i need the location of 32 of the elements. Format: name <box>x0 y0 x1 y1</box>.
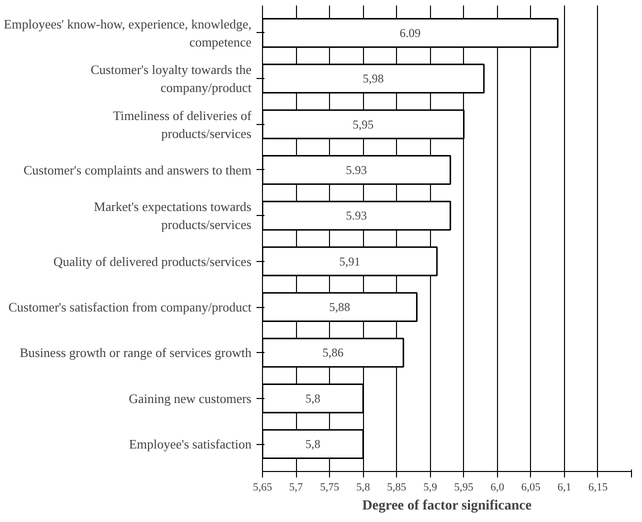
x-tick-label: 5,8 <box>356 482 371 494</box>
y-tick-label: Business growth or range of services growth <box>20 345 252 360</box>
data-label: 5,86 <box>322 346 344 360</box>
x-tick-label: 5,95 <box>454 482 474 494</box>
x-tick-label: 5,65 <box>252 482 273 494</box>
y-tick-label: Quality of delivered products/services <box>53 254 252 269</box>
y-tick-label: Timeliness of deliveries of products/services <box>112 108 252 141</box>
data-label: 5,8 <box>305 437 320 452</box>
x-tick-label: 5,9 <box>423 482 438 494</box>
x-axis-title: Degree of factor significance <box>362 498 532 514</box>
y-tick-label: Customer's satisfaction from company/product <box>8 300 252 315</box>
x-tick-label: 5,7 <box>289 482 304 494</box>
y-tick-label: Market's expectations towards products/services <box>94 199 252 232</box>
data-label: 6.09 <box>400 26 421 40</box>
x-tick-label: 6,1 <box>558 482 572 494</box>
data-label: 5,98 <box>362 72 384 86</box>
data-label: 5,88 <box>329 300 350 314</box>
x-tick-label: 5,75 <box>320 482 340 494</box>
x-tick-label: 5,85 <box>387 482 407 494</box>
x-tick-label: 6,0 <box>490 482 505 494</box>
data-label: 5.93 <box>346 208 367 223</box>
y-tick-label: Employees' know-how, experience, knowledge, competence <box>4 16 252 50</box>
data-label: 5,8 <box>305 391 320 406</box>
x-tick-label: 6,15 <box>588 482 608 494</box>
y-tick-label: Customer's loyalty towards the company/product <box>90 62 252 96</box>
y-tick-label: Employee's satisfaction <box>128 436 252 452</box>
y-tick-label: Customer's complaints and answers to them <box>24 162 252 178</box>
y-tick-label: Gaining new customers <box>128 390 252 406</box>
data-label: 5,91 <box>339 254 360 268</box>
x-tick-label: 6,05 <box>521 482 541 494</box>
data-label: 5,95 <box>352 117 374 132</box>
data-label: 5.93 <box>346 162 367 177</box>
